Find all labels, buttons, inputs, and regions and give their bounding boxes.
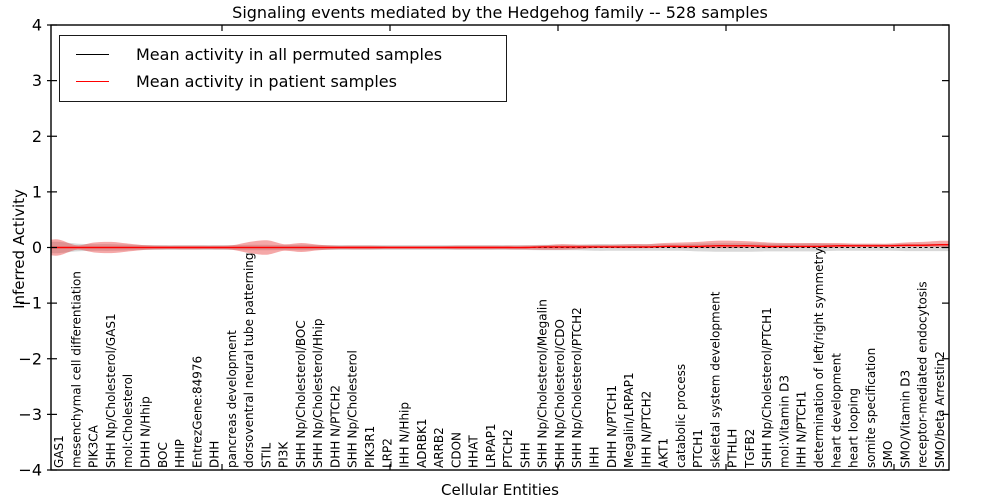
x-tick-label: catabolic process — [674, 364, 688, 468]
legend-item-patient: Mean activity in patient samples — [60, 68, 506, 95]
x-tick-label: EntrezGene:84976 — [190, 356, 204, 468]
x-tick-label: SHH Np/Cholesterol/Hhip — [311, 319, 325, 468]
x-tick-label: SHH — [518, 442, 532, 468]
y-tick-label: −3 — [18, 405, 42, 424]
x-tick-label: dorsoventral neural tube patterning — [242, 252, 256, 468]
x-tick-label: IHH — [587, 446, 601, 468]
y-tick-label: −4 — [18, 461, 42, 480]
x-tick-label: HHIP — [173, 439, 187, 468]
legend-label-patient: Mean activity in patient samples — [136, 72, 397, 91]
y-tick-label: −1 — [18, 294, 42, 313]
x-tick-label: STIL — [259, 443, 273, 468]
x-tick-label: SMO/Vitamin D3 — [898, 370, 912, 468]
permuted-line-swatch — [76, 54, 109, 55]
x-tick-label: DHH N/Hhip — [138, 396, 152, 468]
y-tick-label: 4 — [32, 16, 42, 35]
y-axis-label: Inferred Activity — [10, 189, 28, 309]
x-tick-label: PTCH1 — [691, 429, 705, 468]
x-tick-label: IHH N/Hhip — [398, 402, 412, 468]
x-tick-label: SMO/beta Arrestin2 — [933, 351, 947, 468]
x-tick-label: somite specification — [864, 348, 878, 468]
x-tick-label: ADRBK1 — [415, 418, 429, 468]
x-tick-label: SHH Np/Cholesterol/BOC — [294, 320, 308, 468]
y-tick-label: 1 — [32, 182, 42, 201]
x-tick-label: mesenchymal cell differentiation — [69, 271, 83, 468]
legend-label-permuted: Mean activity in all permuted samples — [136, 45, 443, 64]
x-axis-label: Cellular Entities — [441, 481, 559, 499]
x-tick-label: heart looping — [847, 388, 861, 468]
x-tick-label: heart development — [829, 353, 843, 468]
x-tick-label: Megalin/LRPAP1 — [622, 372, 636, 468]
y-tick-label: 0 — [32, 238, 42, 257]
x-tick-label: skeletal system development — [708, 291, 722, 468]
x-tick-label: CDON — [449, 432, 463, 468]
y-tick-label: 3 — [32, 71, 42, 90]
x-tick-label: PIK3R1 — [363, 426, 377, 468]
x-tick-label: SHH Np/Cholesterol — [346, 350, 360, 468]
y-tick-label: 2 — [32, 127, 42, 146]
x-tick-label: SHH Np/Cholesterol/PTCH1 — [760, 307, 774, 468]
x-tick-label: PTCH2 — [501, 429, 515, 468]
x-tick-label: IHH N/PTCH1 — [795, 391, 809, 468]
series-line — [51, 243, 950, 249]
legend: Mean activity in all permuted samples Me… — [59, 35, 507, 102]
x-tick-label: AKT1 — [657, 438, 671, 468]
x-tick-label: LRP2 — [380, 438, 394, 468]
x-tick-label: DHH — [208, 441, 222, 468]
x-tick-label: SHH Np/Cholesterol/Megalin — [536, 299, 550, 468]
x-tick-label: SHH Np/Cholesterol/PTCH2 — [570, 307, 584, 468]
x-tick-label: PIK3CA — [87, 424, 101, 468]
x-tick-label: SHH Np/Cholesterol/GAS1 — [104, 313, 118, 468]
chart-title: Signaling events mediated by the Hedgeho… — [232, 3, 768, 22]
x-tick-label: GAS1 — [52, 435, 66, 468]
x-tick-label: BOC — [156, 442, 170, 468]
y-tick-label: −2 — [18, 349, 42, 368]
x-tick-label: DHH N/PTCH1 — [605, 385, 619, 468]
x-tick-label: PI3K — [277, 441, 291, 468]
x-tick-label: PTHLH — [726, 429, 740, 468]
x-tick-label: IHH N/PTCH2 — [639, 391, 653, 468]
x-tick-label: DHH N/PTCH2 — [328, 385, 342, 468]
x-tick-label: mol:Vitamin D3 — [777, 375, 791, 468]
x-tick-label: SMO — [881, 441, 895, 468]
x-tick-label: mol:Cholesterol — [121, 374, 135, 468]
patient-line-swatch — [76, 81, 109, 82]
x-tick-label: TGFB2 — [743, 429, 757, 469]
legend-item-permuted: Mean activity in all permuted samples — [60, 41, 506, 68]
x-tick-label: pancreas development — [225, 330, 239, 468]
x-tick-label: receptor-mediated endocytosis — [916, 281, 930, 468]
x-tick-label: determination of left/right symmetry — [812, 248, 826, 468]
x-tick-label: SHH Np/Cholesterol/CDO — [553, 319, 567, 468]
x-tick-label: ARRB2 — [432, 427, 446, 468]
x-tick-label: HHAT — [467, 435, 481, 468]
x-tick-label: LRPAP1 — [484, 423, 498, 468]
